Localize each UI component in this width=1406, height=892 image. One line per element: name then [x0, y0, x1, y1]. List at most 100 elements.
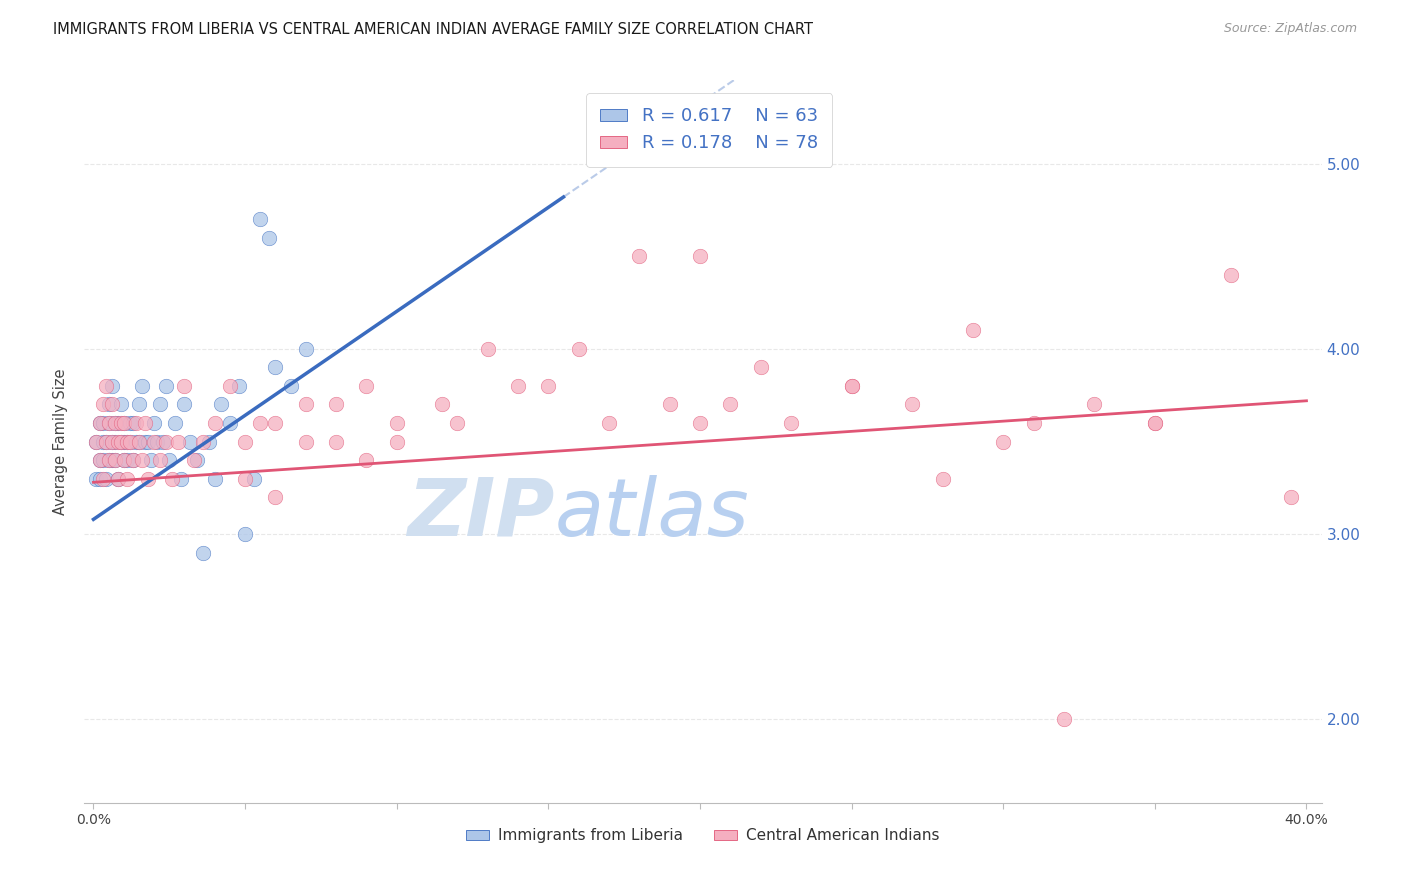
Point — [131, 379, 153, 393]
Point — [122, 453, 145, 467]
Point — [128, 397, 150, 411]
Point — [1022, 416, 1045, 430]
Point — [931, 472, 953, 486]
Point — [356, 379, 378, 393]
Point — [1053, 713, 1076, 727]
Point — [104, 416, 127, 430]
Point — [122, 453, 145, 467]
Point — [157, 453, 180, 467]
Point — [165, 416, 187, 430]
Point — [537, 379, 560, 393]
Point — [598, 416, 620, 430]
Point — [118, 434, 141, 449]
Point — [115, 453, 138, 467]
Point — [94, 379, 117, 393]
Point — [115, 434, 138, 449]
Point — [112, 416, 135, 430]
Point — [1219, 268, 1241, 282]
Point — [264, 416, 287, 430]
Point — [233, 434, 256, 449]
Point — [86, 434, 108, 449]
Point — [112, 416, 135, 430]
Text: IMMIGRANTS FROM LIBERIA VS CENTRAL AMERICAN INDIAN AVERAGE FAMILY SIZE CORRELATI: IMMIGRANTS FROM LIBERIA VS CENTRAL AMERI… — [53, 22, 814, 37]
Point — [94, 434, 117, 449]
Point — [100, 453, 122, 467]
Point — [134, 434, 156, 449]
Y-axis label: Average Family Size: Average Family Size — [53, 368, 69, 515]
Point — [841, 379, 863, 393]
Point — [152, 434, 174, 449]
Point — [689, 249, 711, 263]
Point — [125, 416, 148, 430]
Point — [1279, 490, 1302, 504]
Point — [89, 416, 111, 430]
Point — [243, 472, 266, 486]
Point — [233, 527, 256, 541]
Point — [718, 397, 741, 411]
Point — [91, 397, 114, 411]
Point — [146, 434, 169, 449]
Text: ZIP: ZIP — [408, 475, 554, 553]
Legend: Immigrants from Liberia, Central American Indians: Immigrants from Liberia, Central America… — [460, 822, 946, 849]
Point — [658, 397, 681, 411]
Point — [91, 453, 114, 467]
Point — [91, 434, 114, 449]
Point — [204, 416, 226, 430]
Point — [112, 453, 135, 467]
Point — [219, 379, 242, 393]
Point — [204, 472, 226, 486]
Point — [115, 472, 138, 486]
Point — [191, 546, 214, 560]
Point — [186, 453, 208, 467]
Point — [100, 434, 122, 449]
Point — [993, 434, 1015, 449]
Point — [432, 397, 454, 411]
Point — [100, 434, 122, 449]
Point — [749, 360, 772, 375]
Point — [385, 434, 408, 449]
Point — [107, 472, 129, 486]
Point — [325, 397, 347, 411]
Point — [477, 342, 499, 356]
Point — [97, 453, 120, 467]
Point — [173, 379, 195, 393]
Point — [131, 453, 153, 467]
Point — [162, 472, 184, 486]
Point — [689, 416, 711, 430]
Point — [89, 453, 111, 467]
Point — [107, 416, 129, 430]
Point — [233, 472, 256, 486]
Point — [104, 453, 127, 467]
Point — [264, 360, 287, 375]
Point — [97, 416, 120, 430]
Point — [118, 416, 141, 430]
Point — [446, 416, 468, 430]
Point — [128, 434, 150, 449]
Point — [143, 434, 166, 449]
Point — [86, 434, 108, 449]
Point — [143, 416, 166, 430]
Point — [118, 434, 141, 449]
Point — [228, 379, 250, 393]
Point — [1143, 416, 1166, 430]
Point — [780, 416, 803, 430]
Point — [191, 434, 214, 449]
Point — [110, 416, 132, 430]
Point — [94, 434, 117, 449]
Point — [107, 434, 129, 449]
Point — [325, 434, 347, 449]
Point — [264, 490, 287, 504]
Point — [139, 453, 162, 467]
Point — [112, 453, 135, 467]
Point — [155, 379, 177, 393]
Point — [170, 472, 193, 486]
Point — [122, 416, 145, 430]
Point — [89, 453, 111, 467]
Point — [155, 434, 177, 449]
Point — [962, 323, 984, 337]
Point — [136, 434, 159, 449]
Point — [97, 397, 120, 411]
Point — [104, 453, 127, 467]
Point — [294, 342, 316, 356]
Point — [86, 472, 108, 486]
